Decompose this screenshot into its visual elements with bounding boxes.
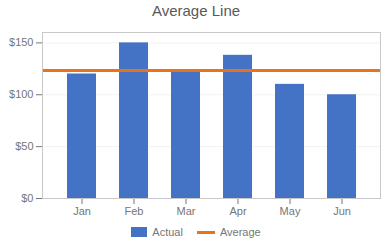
svg-text:$0: $0	[21, 192, 33, 204]
svg-text:Feb: Feb	[125, 205, 144, 217]
svg-text:May: May	[280, 205, 301, 217]
svg-text:Apr: Apr	[229, 205, 246, 217]
html-text:Average Line: Average Line	[151, 2, 241, 19]
svg-text:$150: $150	[9, 36, 33, 48]
svg-text:$50: $50	[15, 140, 33, 152]
html-text:Average: Average	[219, 226, 261, 238]
html-text:Actual: Actual	[152, 226, 183, 238]
svg-text:Jan: Jan	[73, 205, 91, 217]
svg-text:Mar: Mar	[177, 205, 196, 217]
svg-text:$100: $100	[9, 88, 33, 100]
svg-text:Jun: Jun	[333, 205, 351, 217]
